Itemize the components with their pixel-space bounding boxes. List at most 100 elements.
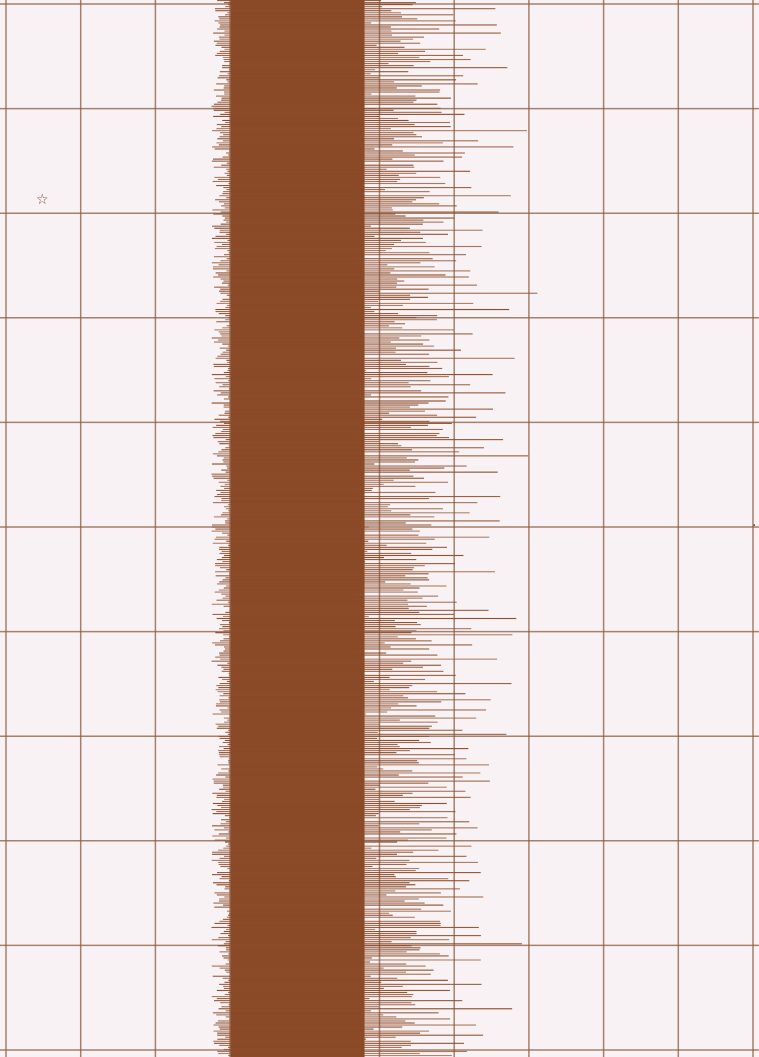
bar — [212, 713, 366, 715]
bar — [224, 172, 417, 174]
bar — [227, 170, 471, 172]
bar — [223, 847, 372, 849]
bar — [216, 884, 416, 886]
bar — [228, 953, 440, 955]
bar — [222, 156, 462, 158]
bar — [228, 991, 408, 994]
bar — [216, 774, 399, 776]
bar — [215, 8, 496, 10]
bar — [217, 583, 411, 585]
bar — [228, 317, 417, 319]
bar — [226, 258, 433, 260]
bar — [226, 168, 387, 170]
bar — [212, 613, 454, 615]
bar — [220, 113, 465, 115]
bar — [225, 595, 439, 597]
bar — [223, 406, 410, 408]
bar — [212, 851, 414, 853]
bar — [223, 668, 393, 670]
bar — [216, 302, 474, 304]
bar — [229, 766, 378, 768]
bar — [216, 1014, 384, 1016]
bar — [227, 867, 420, 870]
bar — [215, 10, 392, 12]
bar — [213, 882, 410, 884]
bar — [218, 676, 390, 679]
bar — [216, 794, 403, 796]
bar — [222, 459, 419, 461]
bar — [222, 579, 430, 581]
bar — [222, 351, 396, 353]
bar — [214, 241, 426, 244]
bar — [230, 607, 409, 609]
bar — [227, 719, 400, 721]
bar — [219, 983, 482, 985]
bar — [228, 416, 477, 418]
bar — [225, 471, 498, 473]
bar — [228, 154, 415, 156]
bar — [216, 424, 429, 426]
bar — [212, 853, 397, 855]
bar — [228, 622, 417, 624]
bar — [218, 900, 405, 902]
bar — [218, 1008, 513, 1010]
bar — [216, 321, 395, 323]
bar — [219, 38, 414, 40]
bar — [228, 1054, 452, 1057]
bar — [216, 727, 430, 729]
bar — [224, 483, 384, 485]
bar — [217, 441, 380, 443]
bar — [222, 532, 359, 534]
bar — [226, 152, 465, 154]
bar — [224, 798, 380, 800]
bar — [215, 705, 417, 707]
bar — [216, 617, 517, 620]
bar — [220, 865, 373, 868]
bar — [214, 892, 441, 894]
bar — [224, 93, 372, 95]
bar — [224, 203, 440, 205]
bar — [213, 1024, 477, 1026]
bar — [222, 140, 479, 142]
bar — [225, 6, 383, 8]
bar — [217, 1050, 467, 1053]
bar — [213, 158, 393, 160]
bar — [229, 296, 429, 298]
bar — [226, 294, 411, 296]
bar — [223, 748, 469, 750]
bar — [219, 229, 483, 231]
bar — [218, 863, 407, 866]
bar — [211, 402, 429, 404]
bar — [221, 430, 358, 433]
bar — [219, 745, 400, 748]
bar — [225, 439, 504, 441]
bar — [216, 245, 482, 248]
bar — [228, 380, 431, 382]
bar — [211, 237, 423, 239]
bar — [215, 272, 391, 274]
bar — [225, 963, 407, 965]
bar — [218, 331, 358, 333]
bar — [223, 630, 417, 632]
bar — [211, 463, 375, 465]
bar — [216, 184, 358, 187]
bar — [216, 685, 413, 687]
bar — [218, 1052, 420, 1055]
bar — [219, 788, 376, 790]
bar — [219, 967, 384, 969]
bar — [213, 363, 406, 365]
bar — [219, 50, 425, 52]
bar — [219, 26, 391, 28]
bar — [228, 396, 449, 398]
bar — [219, 898, 419, 900]
bar — [213, 109, 394, 111]
bar — [218, 22, 372, 24]
bar — [228, 760, 418, 762]
bar — [223, 987, 384, 990]
bar — [214, 538, 435, 540]
bar — [228, 1004, 416, 1006]
bar — [212, 825, 379, 827]
bar — [224, 646, 391, 648]
bar — [217, 1038, 366, 1040]
bar — [216, 489, 372, 491]
